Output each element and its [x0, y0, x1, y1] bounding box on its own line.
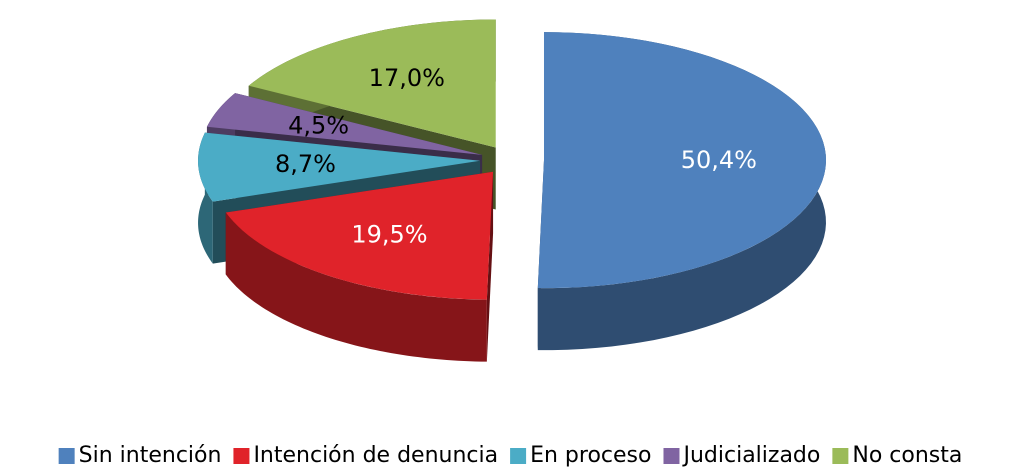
slice — [198, 132, 481, 202]
data-label: 8,7% — [275, 150, 336, 178]
data-label: 4,5% — [288, 112, 349, 140]
legend-label: Sin intención — [79, 443, 222, 468]
slice — [206, 93, 483, 155]
legend-swatch — [58, 448, 75, 464]
legend: Sin intención Intención de denuncia En pro… — [58, 443, 962, 468]
legend-label: En proceso — [530, 443, 651, 468]
data-label: 17,0% — [369, 64, 445, 92]
slice — [248, 19, 496, 148]
legend-label: Judicializado — [681, 443, 820, 468]
slice — [225, 171, 494, 300]
data-label: 50,4% — [681, 146, 757, 174]
legend-label: Intención de denuncia — [253, 443, 498, 468]
legend-swatch — [832, 448, 849, 464]
legend-swatch — [663, 448, 680, 464]
legend-swatch — [233, 448, 250, 464]
slice — [537, 32, 826, 289]
slice-side — [225, 212, 487, 362]
data-label: 19,5% — [351, 221, 427, 249]
pie-tops — [198, 19, 826, 300]
legend-label: No consta — [852, 443, 962, 468]
legend-swatch — [510, 448, 527, 464]
